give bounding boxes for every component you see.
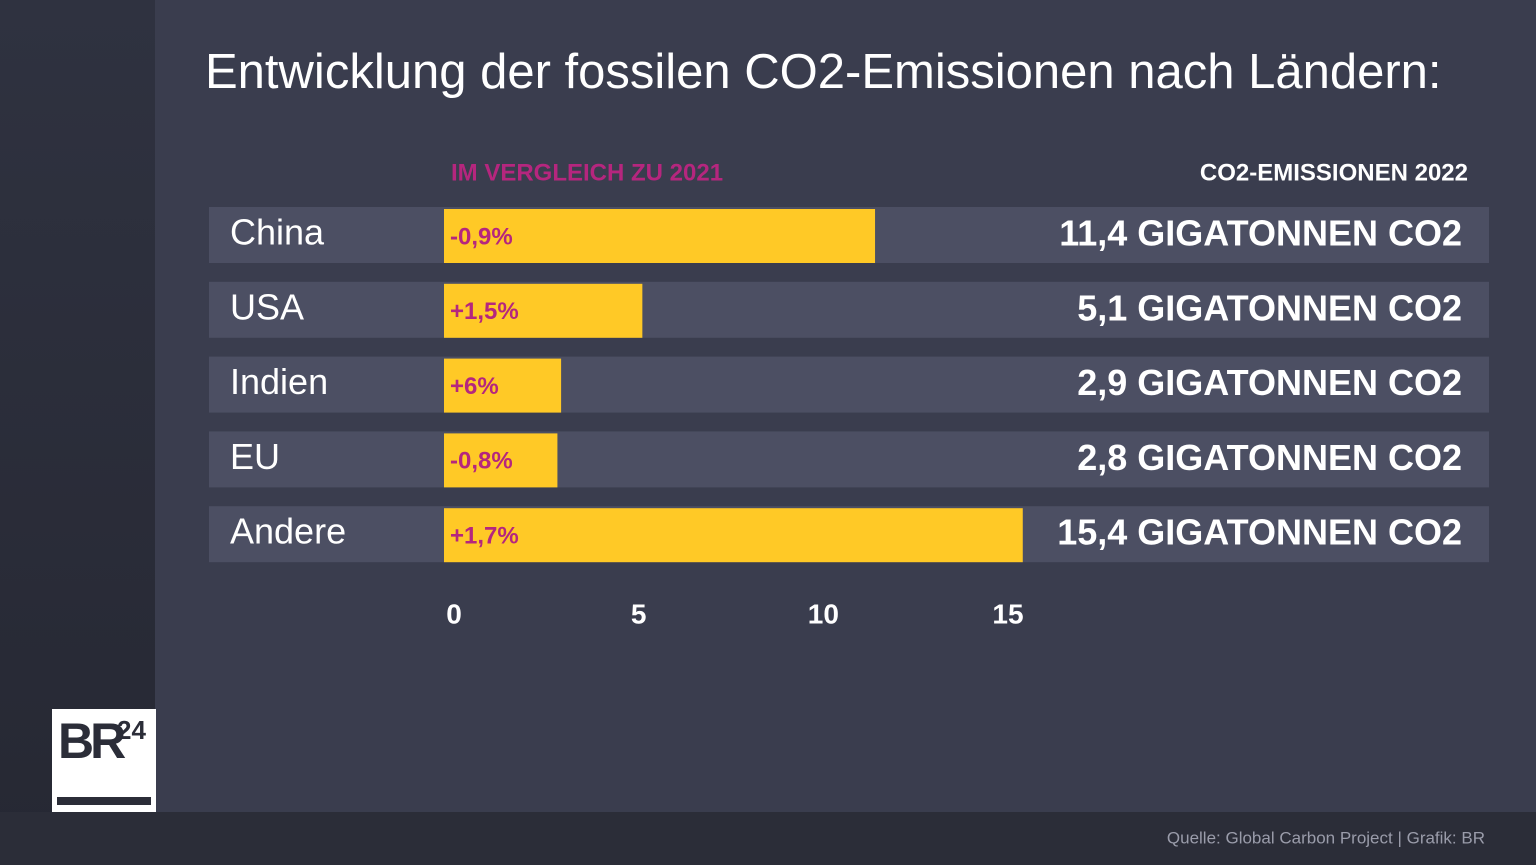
value-label: 11,4 GIGATONNEN CO2 [1059, 213, 1462, 254]
logo-superscript: 24 [117, 715, 146, 745]
value-label: 2,9 GIGATONNEN CO2 [1077, 362, 1462, 403]
row-background [209, 281, 1489, 338]
category-label: Indien [230, 361, 328, 402]
change-label: -0,9% [450, 223, 513, 250]
row-background [209, 431, 1489, 488]
bar [444, 508, 1023, 563]
x-tick-label: 5 [631, 598, 647, 629]
category-label: Andere [230, 511, 346, 552]
bar [444, 209, 876, 263]
bar [444, 358, 562, 413]
logo-box [52, 709, 156, 812]
x-tick-label: 10 [808, 598, 839, 629]
row-background [209, 356, 1489, 413]
change-label: +1,5% [450, 298, 519, 325]
category-label: USA [230, 286, 304, 327]
chart-title: Entwicklung der fossilen CO2-Emissionen … [205, 45, 1442, 99]
value-label: 15,4 GIGATONNEN CO2 [1057, 512, 1462, 553]
logo-text: BR [58, 713, 126, 769]
value-label: 2,8 GIGATONNEN CO2 [1077, 437, 1462, 478]
change-label: +1,7% [450, 523, 519, 550]
bar [444, 433, 558, 488]
change-header: IM VERGLEICH ZU 2021 [451, 159, 723, 186]
change-label: +6% [450, 373, 499, 400]
change-label: -0,8% [450, 448, 513, 475]
x-tick-label: 0 [446, 598, 462, 629]
x-tick-label: 15 [992, 598, 1023, 629]
value-label: 5,1 GIGATONNEN CO2 [1077, 287, 1462, 328]
category-label: EU [230, 436, 280, 477]
bar [444, 283, 643, 338]
value-header: CO2-EMISSIONEN 2022 [1200, 159, 1468, 186]
logo-bar [57, 797, 151, 805]
category-label: China [230, 212, 325, 253]
footer-bar [0, 812, 1536, 865]
source: Quelle: Global Carbon Project | Grafik: … [1167, 828, 1485, 847]
